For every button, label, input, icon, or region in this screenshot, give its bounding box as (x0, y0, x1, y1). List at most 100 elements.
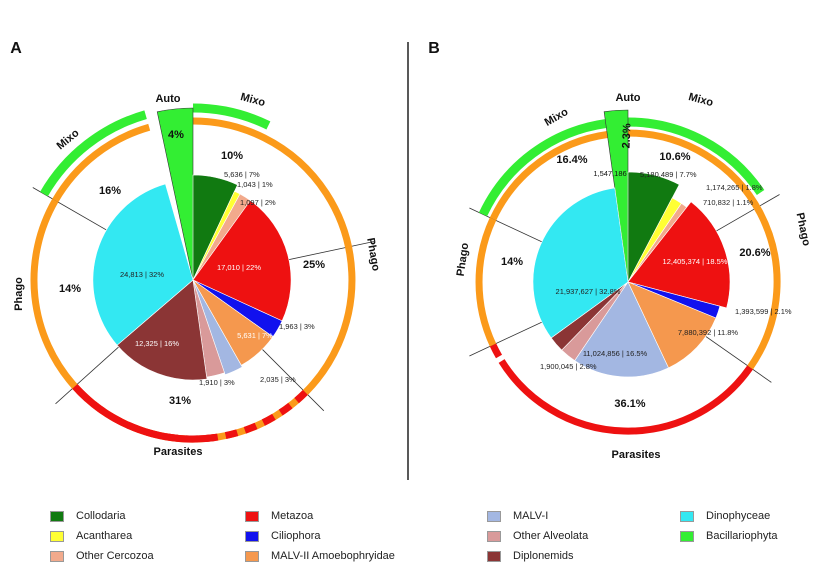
slice-label: 710,832 | 1.1% (703, 198, 754, 207)
legend-swatch (245, 510, 259, 522)
slice-bacillariophyta (156, 107, 194, 281)
trophic-ring-segment (627, 129, 781, 370)
panel-b (469, 109, 781, 435)
slice-label: 1,963 | 3% (279, 322, 315, 331)
legend-label: Acantharea (76, 530, 133, 542)
legend-label: Diplonemids (513, 550, 574, 562)
slice-dinophyceae (92, 183, 194, 346)
legend-swatch (245, 530, 259, 542)
trophic-ring-segment (478, 119, 607, 217)
sector-percent: 10% (221, 150, 243, 162)
sector-name: Mixo (543, 106, 571, 129)
sector-percent: 36.1% (614, 398, 645, 410)
sector-percent: 20.6% (739, 247, 770, 259)
sector-name: Mixo (239, 91, 267, 109)
legend-swatch (50, 530, 64, 542)
slice-label: 1,043 | 1% (237, 180, 273, 189)
trophic-ring-segment (72, 384, 216, 443)
legend-item: MALV-I (487, 508, 548, 524)
legend-label: Other Alveolata (513, 530, 589, 542)
sector-name: Parasites (154, 446, 203, 458)
legend-swatch (680, 510, 694, 522)
slice-label: 1,174,265 | 1.8% (706, 183, 763, 192)
legend-item: Acantharea (50, 528, 132, 544)
legend-item: Bacillariophyta (680, 528, 778, 544)
legend-swatch (245, 550, 259, 562)
trophic-ring-segment (192, 103, 271, 130)
legend-swatch (487, 510, 501, 522)
slice-label: 12,325 | 16% (135, 339, 179, 348)
trophic-ring-segment (627, 117, 765, 196)
panel-a (30, 103, 375, 443)
legend-item: Other Alveolata (487, 528, 588, 544)
slice-label: 2.3% (621, 123, 634, 149)
sector-name: Auto (155, 93, 180, 105)
trophic-ring-segment (52, 123, 151, 203)
slice-label: 1,097 | 2% (240, 198, 276, 207)
slice-collodaria (192, 174, 238, 281)
slice-label: 1,393,599 | 2.1% (735, 307, 792, 316)
slice-label: 24,813 | 32% (120, 270, 164, 279)
trophic-ring-segment (489, 131, 608, 221)
sector-percent: 14% (59, 283, 81, 295)
slice-label: 2,035 | 3% (260, 375, 296, 384)
slice-malv-ii-amoebophryidae (627, 281, 717, 369)
legend-item: Dinophyceae (680, 508, 770, 524)
sector-name: Parasites (612, 449, 661, 461)
trophic-ring-segment (475, 217, 497, 347)
sector-name: Phago (455, 242, 472, 277)
sector-percent: 16% (99, 185, 121, 197)
slice-collodaria (627, 171, 680, 283)
slice-diplonemids (116, 279, 208, 381)
slice-label: 7,880,392 | 11.8% (678, 328, 739, 337)
legend-label: Ciliophora (271, 530, 321, 542)
slice-metazoa (627, 201, 731, 309)
legend-item: MALV-II Amoebophryidae (245, 548, 395, 564)
legend-label: Collodaria (76, 510, 126, 522)
sector-name: Mixo (687, 91, 715, 109)
legend-label: Other Cercozoa (76, 550, 154, 562)
sector-name: Phago (364, 237, 382, 272)
sector-name: Phago (13, 277, 25, 311)
legend-label: MALV-II Amoebophryidae (271, 550, 395, 562)
legend-swatch (50, 550, 64, 562)
sector-percent: 31% (169, 395, 191, 407)
legend-swatch (487, 530, 501, 542)
panel-letter-b: B (428, 40, 440, 57)
legend-item: Other Cercozoa (50, 548, 154, 564)
sector-percent: 14% (501, 256, 523, 268)
legend-item: Diplonemids (487, 548, 574, 564)
legend-swatch (487, 550, 501, 562)
legend-label: Metazoa (271, 510, 314, 522)
slice-label: 1,910 | 3% (199, 378, 235, 387)
panel-letter-a: A (10, 40, 22, 57)
legend-label: MALV-I (513, 510, 549, 522)
sector-name: Phago (794, 212, 813, 248)
slice-label: 1,825,185 | 2.7% (506, 347, 563, 356)
slice-label: 21,937,627 | 32.8% (556, 287, 621, 296)
legend-swatch (50, 510, 64, 522)
legend-label: Bacillariophyta (706, 530, 778, 542)
legend-item: Metazoa (245, 508, 313, 524)
slice-label: 17,010 | 22% (217, 263, 261, 272)
figure-panels: A B 4% 5,636 | 7%1,043 | 1% 1,097 | 2% 17,010… (10, 40, 813, 480)
legend-item: Ciliophora (245, 528, 321, 544)
legend-item: Collodaria (50, 508, 126, 524)
sector-percent: 25% (303, 259, 325, 271)
trophic-ring-segment (40, 110, 147, 197)
slice-label: 5,631 | 7% (237, 331, 273, 340)
legend-label: Dinophyceae (706, 510, 771, 522)
sector-percent: 10.6% (659, 151, 690, 163)
sector-name: Auto (615, 92, 640, 104)
slice-label: 11,024,856 | 16.5% (583, 349, 648, 358)
slice-label: 1,900,045 | 2.8% (540, 362, 597, 371)
slice-label: 5,180,489 | 7.7% (640, 170, 697, 179)
slice-label: 5,636 | 7% (224, 170, 260, 179)
slice-label: 12,405,374 | 18.5% (663, 257, 728, 266)
trophic-ring-segment (489, 343, 503, 359)
slice-malv-i (192, 279, 243, 376)
slice-metazoa (192, 200, 292, 322)
trophic-ring-segment (498, 359, 753, 435)
trophic-ring-segment (30, 198, 78, 389)
slice-dinophyceae (532, 187, 629, 339)
